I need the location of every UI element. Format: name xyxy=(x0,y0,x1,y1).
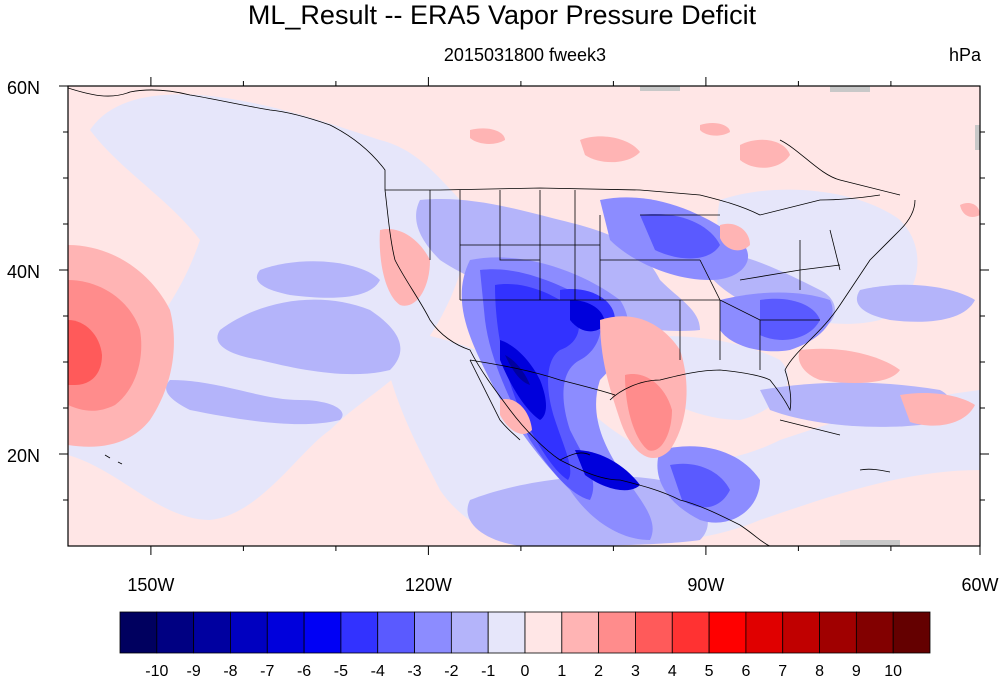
colorbar: -10 -9 -8 -7 -6 -5 -4 -3 -2 -1 0 1 2 3 4 5 6 7 8 9 10 xyxy=(119,611,931,679)
colorbar-swatch xyxy=(487,611,526,654)
colorbar-tick-label: 8 xyxy=(815,663,824,679)
colorbar-swatch xyxy=(635,611,673,654)
colorbar-tick-label: 2 xyxy=(594,663,603,679)
missing-data-patch xyxy=(975,125,980,150)
colorbar-swatch xyxy=(340,611,379,654)
colorbar-swatch xyxy=(598,611,636,654)
colorbar-swatch xyxy=(561,611,600,654)
missing-data-patch xyxy=(640,86,680,91)
lat-label-60n: 60N xyxy=(7,78,40,98)
lon-label-90w: 90W xyxy=(687,575,724,595)
colorbar-swatch xyxy=(266,611,305,654)
lon-label-150w: 150W xyxy=(127,575,174,595)
colorbar-tick-label: -3 xyxy=(407,663,421,679)
subtitle-date: 2015031800 fweek3 xyxy=(444,45,606,65)
colorbar-swatch xyxy=(193,611,231,654)
colorbar-tick-label: 0 xyxy=(521,663,530,679)
vpd-contours xyxy=(68,94,980,546)
colorbar-tick-label: -2 xyxy=(444,663,458,679)
colorbar-swatch xyxy=(745,611,784,654)
colorbar-tick-label: -10 xyxy=(145,663,168,679)
missing-data-patch xyxy=(830,86,870,92)
colorbar-tick-label: -4 xyxy=(371,663,385,679)
lat-label-40n: 40N xyxy=(7,262,40,282)
colorbar-swatch xyxy=(855,611,894,654)
colorbar-swatch xyxy=(119,611,158,654)
colorbar-tick-label: 5 xyxy=(705,663,714,679)
colorbar-tick-label: 6 xyxy=(741,663,750,679)
colorbar-tick-label: 9 xyxy=(852,663,861,679)
colorbar-swatch xyxy=(671,611,710,654)
colorbar-tick-label: -9 xyxy=(187,663,201,679)
colorbar-tick-label: 1 xyxy=(557,663,566,679)
colorbar-tick-label: -8 xyxy=(223,663,237,679)
colorbar-swatch xyxy=(708,611,747,654)
coastlines-borders xyxy=(68,87,916,546)
colorbar-swatch xyxy=(156,611,195,654)
colorbar-tick-label: -1 xyxy=(481,663,495,679)
colorbar-tick-label: 10 xyxy=(884,663,902,679)
colorbar-tick-label: -5 xyxy=(334,663,348,679)
colorbar-swatch xyxy=(892,611,931,654)
colorbar-tick-label: 4 xyxy=(668,663,677,679)
colorbar-swatch xyxy=(782,611,820,654)
colorbar-swatch xyxy=(230,611,268,654)
lat-label-20n: 20N xyxy=(7,446,40,466)
colorbar-swatch xyxy=(303,611,342,654)
lon-label-120w: 120W xyxy=(405,575,452,595)
subtitle-units: hPa xyxy=(949,45,982,65)
colorbar-swatch xyxy=(377,611,415,654)
map-ticks xyxy=(59,77,989,555)
colorbar-tick-label: 3 xyxy=(631,663,640,679)
colorbar-tick-label: -7 xyxy=(260,663,274,679)
colorbar-swatch xyxy=(414,611,452,654)
lon-label-60w: 60W xyxy=(961,575,998,595)
colorbar-tick-label: -6 xyxy=(297,663,311,679)
colorbar-swatch xyxy=(524,611,563,654)
missing-data-patch xyxy=(840,540,900,546)
main-title: ML_Result -- ERA5 Vapor Pressure Deficit xyxy=(248,0,757,30)
colorbar-tick-label: 7 xyxy=(778,663,787,679)
map-panel xyxy=(68,86,980,546)
colorbar-swatch xyxy=(450,611,489,654)
colorbar-swatch xyxy=(819,611,857,654)
